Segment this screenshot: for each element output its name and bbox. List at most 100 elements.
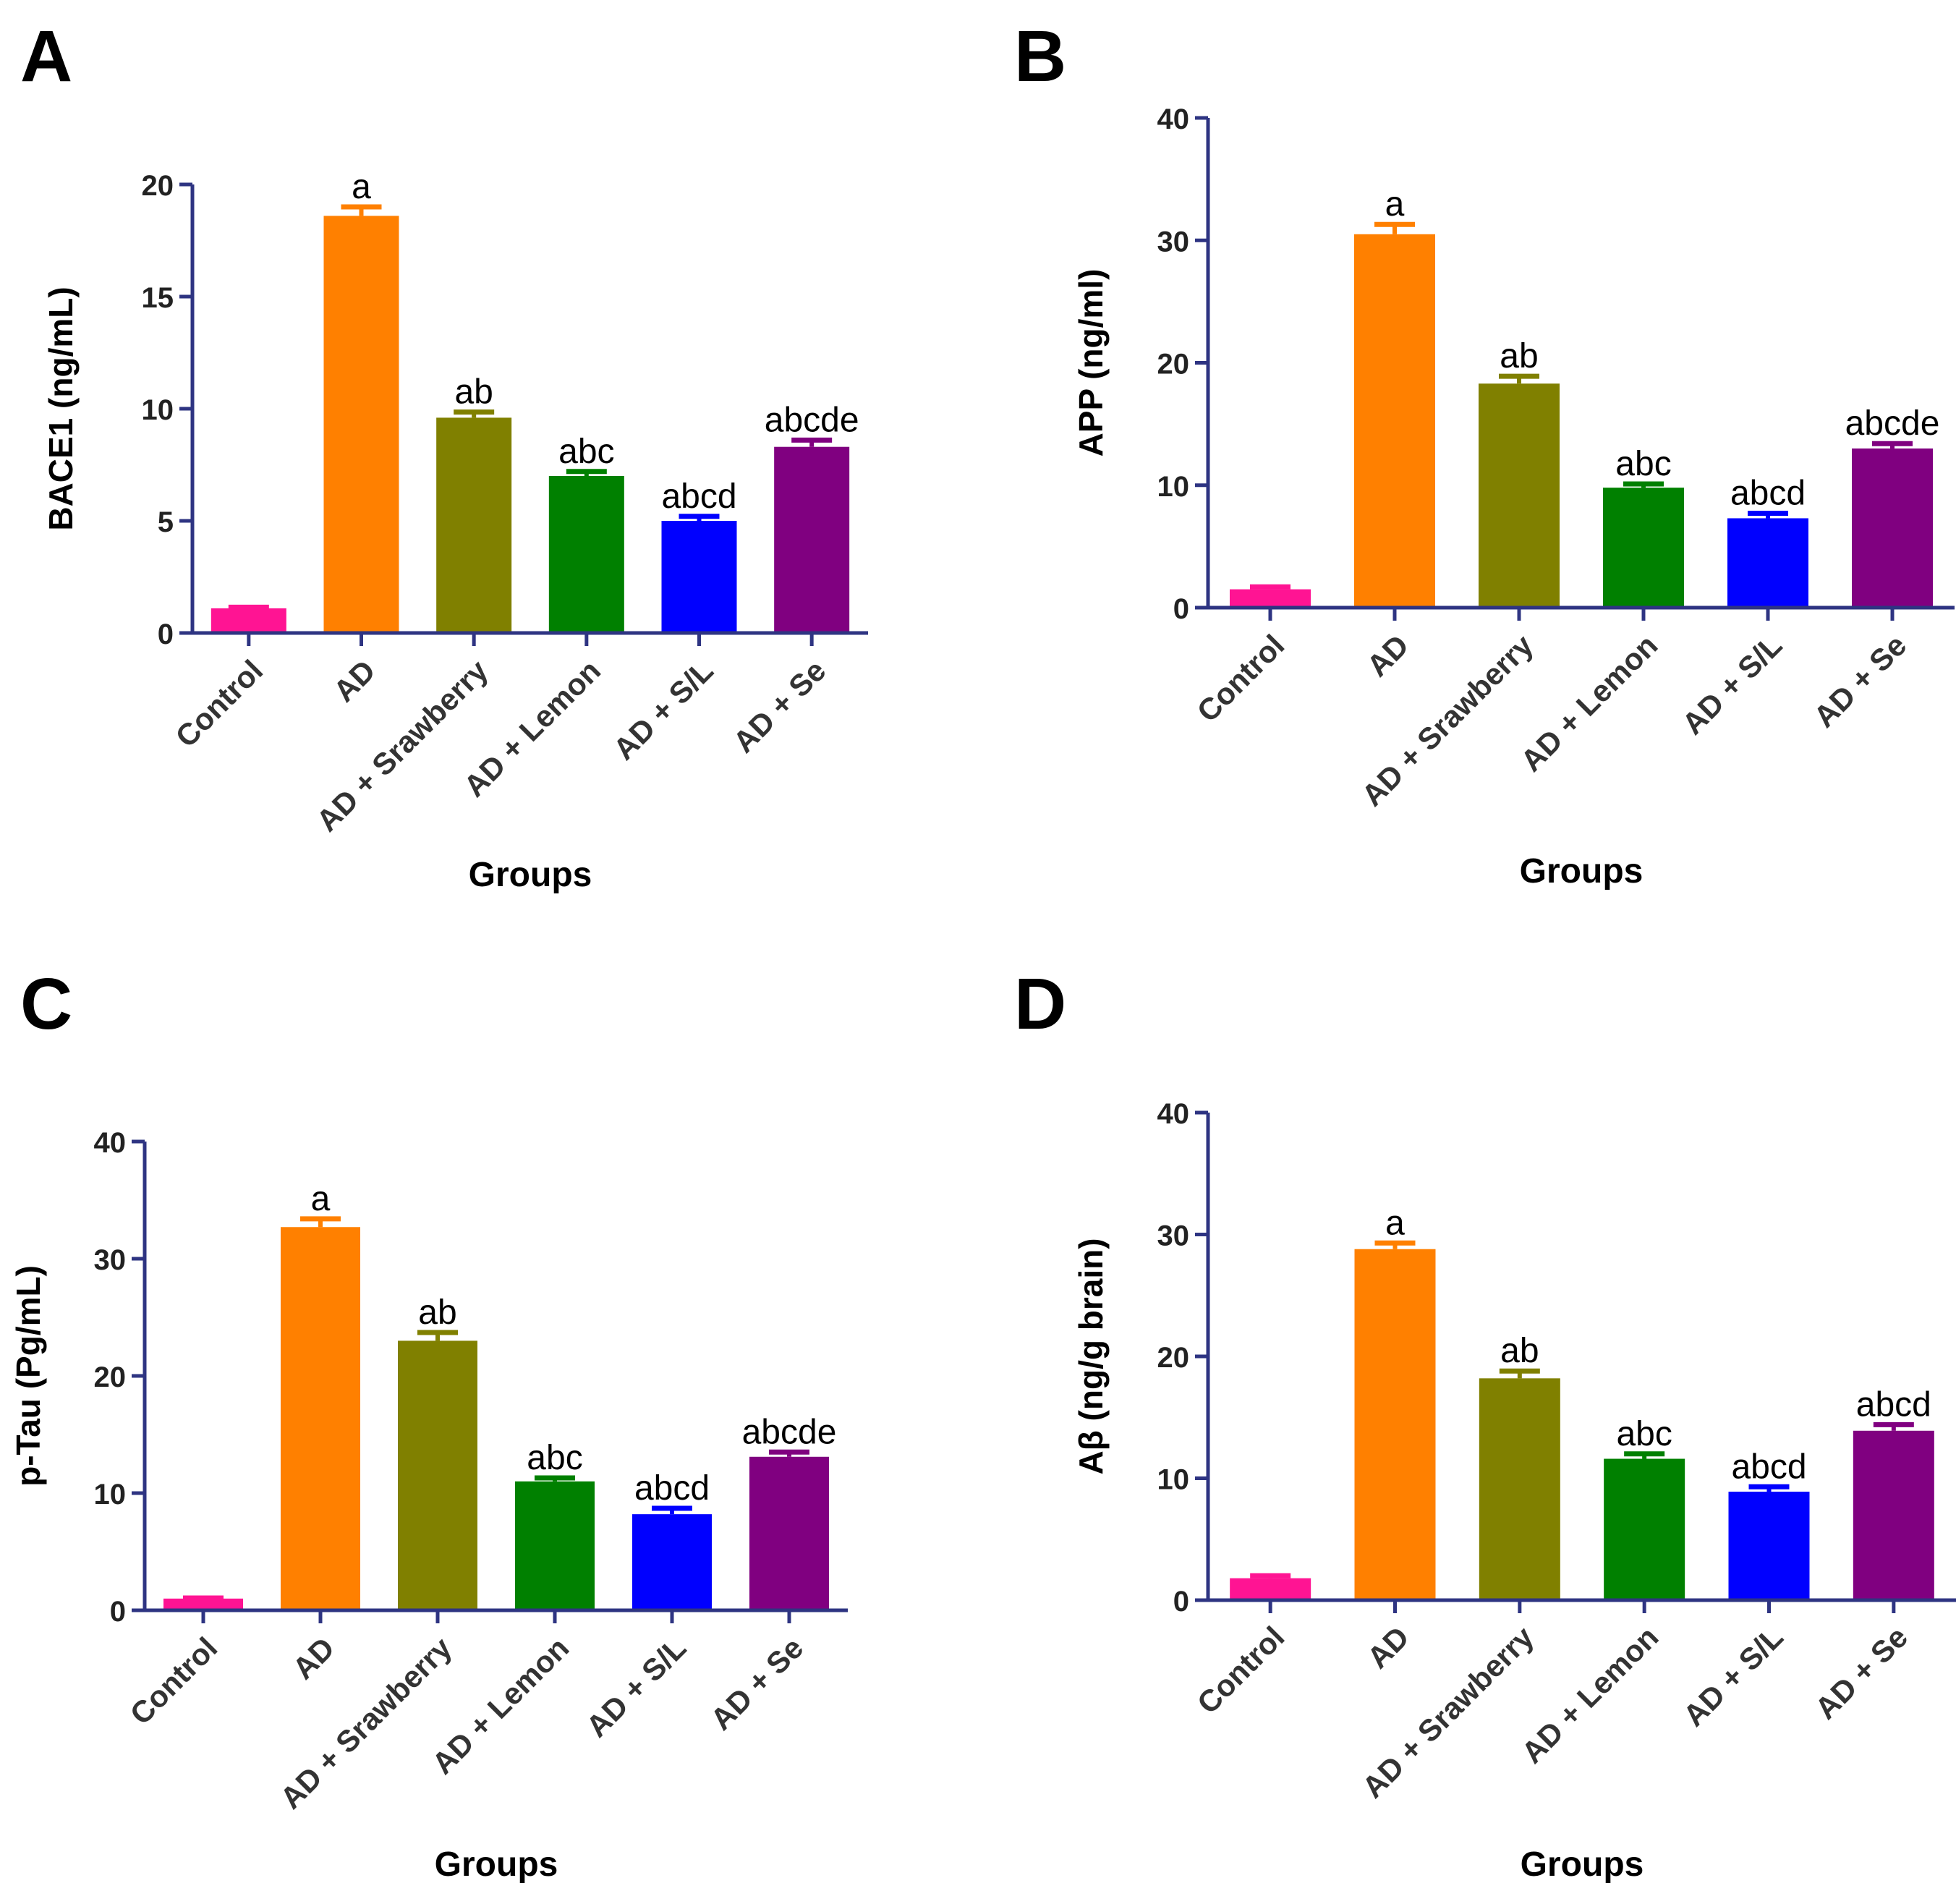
- y-tick-label: 20: [142, 170, 174, 202]
- x-tick-label: AD + S/L: [579, 1631, 692, 1743]
- x-tick-label: AD + Se: [704, 1631, 809, 1736]
- y-tick-label: 30: [1157, 1220, 1190, 1252]
- bar-1: [1230, 589, 1311, 608]
- x-axis-label: Groups: [1520, 852, 1644, 891]
- y-tick-label: 0: [110, 1596, 126, 1628]
- significance-label: abcd: [1730, 475, 1806, 513]
- panel-d: D a ab abc abcd abcd 0 10 20 30 40 Control AD AD + S…: [978, 952, 1956, 1904]
- bar-4: [548, 476, 624, 633]
- significance-label: ab: [418, 1293, 456, 1332]
- bar-5: [1727, 518, 1808, 608]
- x-tick-label: Control: [124, 1631, 224, 1731]
- x-tick-label: Control: [1191, 1620, 1291, 1720]
- bar-5: [1728, 1492, 1810, 1600]
- x-axis-label: Groups: [435, 1845, 558, 1884]
- bar-3: [1479, 383, 1560, 608]
- bar-5: [661, 521, 737, 633]
- y-tick-label: 30: [94, 1244, 127, 1276]
- panel-letter: B: [1014, 16, 1067, 97]
- significance-label: abcd: [1731, 1448, 1806, 1486]
- x-tick-label: AD + Se: [1807, 628, 1913, 734]
- x-tick-label: AD: [1360, 628, 1415, 683]
- significance-label: abcd: [661, 477, 736, 516]
- bar-3: [398, 1340, 477, 1610]
- bar-4: [1604, 1458, 1685, 1600]
- significance-label: abcd: [634, 1469, 710, 1508]
- significance-label: a: [1385, 185, 1405, 224]
- x-tick-label: Control: [1191, 628, 1291, 728]
- panel-c: C a ab abc abcd abcde 0 10 20 30 40 Control AD AD + …: [0, 952, 978, 1904]
- panel-letter: D: [1014, 964, 1067, 1045]
- bar-1: [211, 608, 286, 633]
- y-tick-label: 15: [142, 282, 174, 314]
- x-tick-label: AD + Se: [1808, 1620, 1914, 1725]
- y-axis-label: Aβ (ng/g brain): [1072, 1238, 1110, 1474]
- y-axis-label: BACE1 (ng/mL): [42, 286, 80, 530]
- significance-label: abc: [558, 433, 614, 471]
- y-tick-label: 10: [1157, 1464, 1190, 1496]
- y-tick-label: 0: [1173, 593, 1189, 625]
- x-tick-label: AD: [1361, 1620, 1416, 1675]
- panel-a: A a ab abc abcd abcde 0 5 10 15 20 Control AD AD + S…: [0, 0, 978, 952]
- x-axis-label: Groups: [1521, 1845, 1644, 1884]
- panel-letter: C: [20, 964, 73, 1045]
- x-tick-label: AD + S/L: [607, 653, 720, 766]
- y-axis-label: p-Tau (Pg/mL): [9, 1265, 47, 1487]
- significance-label: a: [311, 1180, 331, 1218]
- significance-label: abcde: [765, 401, 859, 439]
- x-tick-label: AD + S/L: [1677, 1620, 1790, 1733]
- significance-label: ab: [454, 373, 493, 412]
- x-tick-label: AD + Se: [726, 653, 832, 759]
- y-tick-label: 30: [1157, 226, 1190, 258]
- y-tick-label: 40: [1157, 103, 1190, 135]
- y-tick-label: 10: [1157, 471, 1190, 503]
- y-tick-label: 5: [158, 506, 174, 538]
- significance-label: a: [1385, 1204, 1405, 1242]
- bar-6: [774, 446, 850, 633]
- y-tick-label: 10: [94, 1479, 127, 1510]
- panel-b: B a ab abc abcd abcde 0 10 20 30 40 Control AD AD + …: [978, 0, 1956, 952]
- x-tick-label: AD: [286, 1631, 341, 1686]
- x-tick-label: AD + S/L: [1675, 628, 1788, 741]
- bar-2: [1354, 234, 1435, 608]
- y-tick-label: 10: [142, 394, 174, 426]
- bar-2: [323, 216, 399, 633]
- bar-5: [632, 1514, 712, 1610]
- significance-label: ab: [1500, 1332, 1539, 1370]
- y-axis-label: APP (ng/ml): [1072, 269, 1110, 457]
- bar-6: [749, 1456, 829, 1610]
- bar-3: [436, 417, 512, 633]
- y-tick-label: 20: [94, 1361, 127, 1393]
- y-tick-label: 40: [94, 1127, 127, 1159]
- x-tick-label: AD: [327, 653, 382, 708]
- y-tick-label: 40: [1157, 1098, 1190, 1130]
- significance-label: a: [352, 168, 371, 206]
- bar-6: [1852, 448, 1933, 608]
- bar-1: [1230, 1578, 1311, 1600]
- significance-label: abcde: [742, 1413, 837, 1451]
- panel-letter: A: [20, 16, 73, 97]
- bar-3: [1479, 1378, 1560, 1600]
- significance-label: abc: [1616, 1415, 1672, 1453]
- significance-label: abcde: [1845, 404, 1940, 443]
- bar-1: [163, 1598, 243, 1610]
- significance-label: abc: [527, 1439, 582, 1477]
- y-tick-label: 20: [1157, 1342, 1190, 1374]
- bar-6: [1853, 1430, 1934, 1600]
- bar-2: [1354, 1249, 1436, 1600]
- x-tick-label: Control: [169, 653, 269, 754]
- y-tick-label: 0: [158, 619, 174, 650]
- bar-4: [1603, 488, 1684, 608]
- significance-label: abcd: [1856, 1385, 1931, 1424]
- x-axis-label: Groups: [469, 856, 592, 894]
- significance-label: ab: [1500, 337, 1538, 375]
- bar-2: [281, 1227, 360, 1610]
- significance-label: abc: [1615, 445, 1671, 483]
- bar-4: [515, 1481, 595, 1610]
- y-tick-label: 20: [1157, 349, 1190, 381]
